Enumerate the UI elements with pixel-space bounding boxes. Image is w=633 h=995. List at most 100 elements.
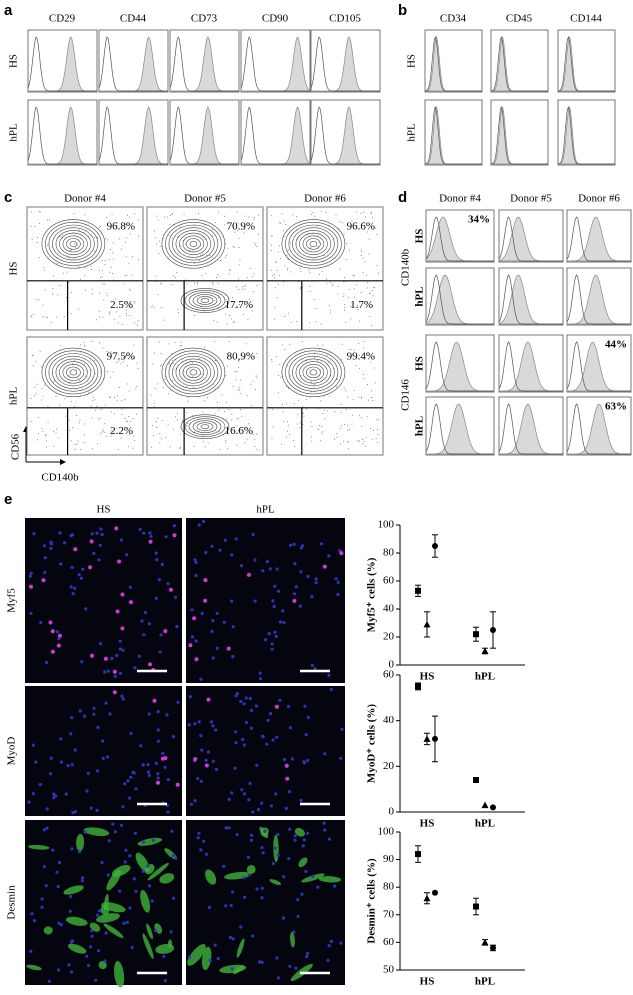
y-axis-label: Myf5⁺ cells (%) [366, 557, 378, 632]
event-dot [226, 401, 228, 403]
nucleus [278, 698, 282, 703]
nucleus [125, 553, 129, 557]
desmin-cell [28, 844, 50, 850]
event-dot [91, 340, 93, 342]
event-dot [177, 309, 179, 311]
gate-percent: 2.5% [110, 299, 133, 311]
event-dot [177, 419, 179, 421]
nucleus [260, 960, 264, 965]
event-dot [271, 408, 273, 410]
event-dot [279, 275, 281, 277]
y-tick-label: 50 [383, 964, 395, 976]
event-dot [358, 342, 360, 344]
event-dot [124, 417, 126, 419]
event-dot [102, 430, 103, 432]
event-dot [88, 391, 90, 393]
nucleus [304, 869, 308, 874]
event-dot [317, 234, 319, 236]
event-dot [274, 287, 276, 289]
nucleus [88, 945, 93, 949]
data-point [432, 735, 438, 742]
event-dot [132, 256, 133, 258]
nucleus [190, 608, 194, 612]
event-dot [314, 391, 316, 393]
event-dot [45, 434, 47, 436]
x-tick-label: HS [420, 671, 435, 683]
event-dot [343, 233, 345, 235]
nucleus [288, 543, 293, 547]
nucleus [173, 595, 178, 599]
contour [292, 227, 335, 261]
event-dot [362, 272, 364, 274]
nucleus [40, 905, 44, 909]
column-header: CD29 [49, 13, 76, 25]
event-dot [94, 237, 96, 239]
event-dot [175, 416, 177, 418]
event-dot [347, 424, 349, 426]
event-dot [218, 297, 219, 299]
event-dot [171, 360, 173, 362]
event-dot [225, 442, 227, 444]
nucleus [125, 920, 129, 925]
contour [179, 361, 208, 384]
nucleus [250, 833, 254, 837]
event-dot [300, 286, 302, 288]
event-dot [339, 427, 341, 429]
nucleus [105, 755, 110, 759]
nucleus [70, 939, 75, 943]
nucleus [296, 914, 300, 919]
event-dot [351, 220, 353, 222]
data-point [473, 777, 479, 784]
event-dot [378, 272, 380, 274]
column-header: hPL [256, 504, 275, 516]
event-dot [106, 350, 108, 352]
event-dot [169, 446, 171, 448]
event-dot [86, 370, 88, 372]
contour [186, 238, 201, 250]
event-dot [253, 439, 255, 441]
nucleus [299, 546, 303, 550]
row-label: CD146 [400, 379, 412, 411]
event-dot [79, 278, 81, 280]
data-point [415, 851, 421, 858]
event-dot [360, 417, 362, 418]
nucleus [165, 713, 169, 717]
positive-nucleus [115, 609, 120, 614]
control-histogram [498, 341, 563, 392]
nucleus [67, 963, 71, 967]
column-header: Donor #5 [184, 193, 226, 205]
nucleus [104, 931, 108, 935]
event-dot [255, 243, 256, 245]
nucleus [176, 700, 180, 704]
positive-nucleus [88, 565, 93, 570]
nucleus [304, 733, 308, 737]
event-dot [116, 222, 118, 224]
nucleus [118, 647, 122, 651]
nucleus [282, 621, 286, 625]
event-dot [153, 435, 155, 437]
event-dot [362, 257, 364, 259]
event-dot [286, 254, 288, 256]
nucleus [275, 735, 279, 739]
y-tick-label: 0 [389, 659, 395, 671]
nucleus [234, 537, 238, 541]
nucleus [296, 898, 300, 902]
nucleus [29, 571, 33, 575]
nucleus [146, 763, 150, 767]
nucleus [49, 546, 53, 551]
nucleus [172, 524, 176, 528]
event-dot [228, 340, 230, 342]
event-dot [92, 399, 94, 401]
event-dot [131, 274, 133, 276]
micrograph [25, 518, 182, 683]
nucleus [254, 704, 259, 708]
nucleus [339, 756, 343, 760]
event-dot [361, 251, 363, 253]
control-histogram [498, 216, 563, 262]
nucleus [209, 720, 214, 724]
y-axis-label: Desmin⁺ cells (%) [366, 858, 378, 944]
event-dot [42, 395, 44, 397]
contour [179, 232, 208, 255]
